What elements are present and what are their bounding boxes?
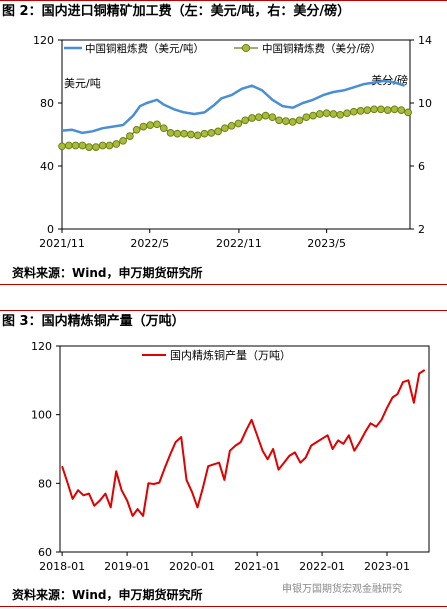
refining-fee-point	[214, 127, 222, 136]
refining-fee-point	[397, 106, 406, 114]
watermark: 申银万国期货宏观金融研究	[282, 584, 402, 595]
refining-fee-point	[78, 141, 87, 150]
refining-fee-point	[58, 142, 66, 151]
refining-fee-point	[221, 124, 229, 133]
left-y-tick-label: 40	[40, 160, 54, 173]
refining-fee-point	[112, 140, 121, 148]
right-y-tick-label: 10	[418, 97, 432, 110]
refining-fee-point	[363, 106, 372, 114]
refining-fee-point	[126, 132, 134, 140]
left-y-tick-label: 80	[40, 97, 54, 110]
refining-fee-point	[248, 114, 256, 122]
refining-fee-point	[71, 141, 80, 150]
y-tick-label: 60	[38, 546, 52, 559]
x-tick-label: 2022/11	[216, 237, 262, 250]
x-tick-label: 2023-01	[364, 560, 410, 573]
refining-fee-point	[288, 118, 297, 126]
refining-fee-point	[322, 109, 331, 118]
refining-fee-point	[302, 113, 311, 122]
y-tick-label: 80	[38, 477, 52, 490]
refining-fee-point	[153, 120, 161, 129]
refining-fee-point	[377, 105, 385, 114]
refining-fee-point	[132, 125, 141, 134]
refining-fee-point	[282, 117, 290, 125]
refining-fee-point	[166, 129, 175, 137]
left-y-tick-label: 120	[33, 34, 54, 47]
refining-fee-point	[241, 116, 250, 125]
refining-fee-point	[105, 141, 114, 150]
x-tick-label: 2023/5	[307, 237, 346, 250]
refining-fee-point	[85, 143, 93, 151]
right-y-tick-label: 2	[418, 223, 425, 236]
legend-refining-label: 中国铜精炼费（美分/磅）	[262, 42, 381, 55]
refining-fee-point	[64, 141, 73, 150]
figure-2-source: 资料来源：Wind，申万期货研究所	[0, 262, 447, 285]
x-tick-label: 2021/11	[39, 237, 85, 250]
x-tick-label: 2022/5	[130, 237, 169, 250]
refining-fee-point	[119, 136, 127, 145]
plot-frame	[59, 345, 430, 553]
refining-fee-point	[356, 107, 365, 115]
x-tick-label: 2022-01	[299, 560, 345, 573]
series-output-line	[61, 369, 426, 517]
refining-fee-point	[329, 110, 338, 118]
refining-fee-point	[404, 108, 412, 117]
refining-fee-point	[207, 129, 216, 137]
refining-fee-point	[234, 119, 243, 128]
right-y-tick-label: 6	[418, 160, 425, 173]
refining-fee-point	[390, 105, 399, 114]
chart-refined-copper-output: 60 80 100 120 2018-01 2019-01 2020-01 2021-01 20…	[31, 340, 430, 573]
figure-3-title: 图 3：国内精炼铜产量（万吨）	[0, 310, 447, 335]
series-smelting-fee-line	[61, 79, 406, 135]
figure-3-source: 资料来源：Wind，申万期货研究所	[0, 584, 447, 607]
refining-fee-point	[227, 121, 236, 130]
refining-fee-point	[383, 106, 392, 114]
legend-refining-swatch-marker	[241, 43, 251, 53]
refining-fee-point	[187, 130, 195, 139]
refining-fee-point	[92, 143, 100, 151]
left-axis-unit-label: 美元/吨	[64, 77, 101, 90]
refining-fee-point	[193, 131, 202, 140]
chart-processing-fees: 0 40 80 120 2 6 10 14 2021/11 2022/5 2022/11 2023/5…	[33, 34, 432, 250]
refining-fee-point	[159, 124, 168, 133]
plot-frame	[61, 39, 411, 230]
refining-fee-point	[146, 121, 155, 129]
right-y-tick-label: 14	[418, 34, 432, 47]
refining-fee-point	[336, 110, 345, 119]
refining-fee-point	[98, 141, 107, 150]
refining-fee-point	[180, 129, 188, 138]
refining-fee-point	[254, 113, 263, 122]
x-tick-label: 2020-01	[169, 560, 215, 573]
refining-fee-point	[295, 116, 304, 125]
refining-fee-point	[200, 129, 209, 138]
y-tick-label: 100	[31, 409, 52, 422]
y-tick-label: 120	[31, 340, 52, 353]
x-tick-label: 2019-01	[104, 560, 150, 573]
legend-smelting-label: 中国铜粗炼费（美元/吨）	[85, 42, 204, 55]
refining-fee-point	[268, 113, 277, 122]
refining-fee-point	[139, 122, 148, 131]
refining-fee-point	[315, 110, 324, 118]
legend-output-label: 国内精炼铜产量（万吨）	[170, 348, 291, 362]
refining-fee-point	[261, 111, 270, 120]
refining-fee-point	[370, 105, 378, 114]
refining-fee-point	[343, 109, 351, 118]
x-tick-label: 2018-01	[39, 560, 85, 573]
refining-fee-point	[173, 129, 182, 138]
x-tick-label: 2021-01	[234, 560, 280, 573]
left-y-tick-label: 0	[47, 223, 54, 236]
refining-fee-point	[275, 116, 283, 125]
refining-fee-point	[349, 107, 358, 116]
figure-2-title: 图 2：国内进口铜精矿加工费（左：美元/吨，右：美分/磅）	[0, 0, 447, 25]
refining-fee-point	[309, 111, 317, 120]
